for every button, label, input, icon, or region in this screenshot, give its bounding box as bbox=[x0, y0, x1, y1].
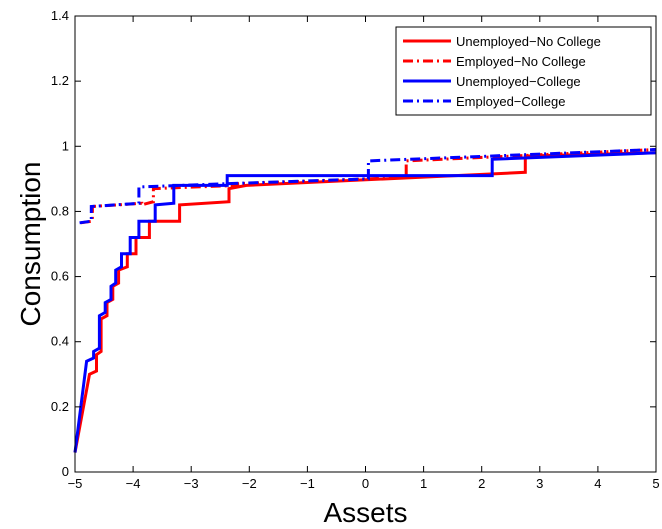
x-tick-label: 4 bbox=[594, 476, 601, 491]
y-tick-label: 1 bbox=[62, 138, 69, 153]
legend-label: Unemployed−College bbox=[456, 74, 581, 89]
x-tick-label: −3 bbox=[184, 476, 199, 491]
x-axis-label: Assets bbox=[323, 497, 407, 528]
series-layer bbox=[73, 148, 657, 453]
x-tick-label: 0 bbox=[362, 476, 369, 491]
x-tick-label: 2 bbox=[478, 476, 485, 491]
legend-label: Employed−College bbox=[456, 94, 565, 109]
legend-label: Employed−No College bbox=[456, 54, 586, 69]
x-tick-label: 3 bbox=[536, 476, 543, 491]
y-tick-label: 0 bbox=[62, 464, 69, 479]
y-tick-label: 0.8 bbox=[51, 203, 69, 218]
x-tick-label: 1 bbox=[420, 476, 427, 491]
y-tick-label: 0.2 bbox=[51, 399, 69, 414]
legend-label: Unemployed−No College bbox=[456, 34, 601, 49]
x-tick-label: −5 bbox=[68, 476, 83, 491]
x-tick-label: 5 bbox=[652, 476, 659, 491]
y-axis-label: Consumption bbox=[15, 162, 46, 327]
y-tick-label: 1.4 bbox=[51, 8, 69, 23]
series-line-1 bbox=[73, 151, 657, 453]
y-tick-label: 0.6 bbox=[51, 269, 69, 284]
tick-layer: −5 −4 −3 −2 −1 0 1 2 3 4 5 0 0.2 0.4 0.6 0.8 1 1.2 1.4 bbox=[51, 8, 660, 491]
x-tick-label: −1 bbox=[300, 476, 315, 491]
legend: Unemployed−No College Employed−No College… bbox=[395, 26, 652, 116]
y-tick-label: 1.2 bbox=[51, 73, 69, 88]
x-tick-label: −4 bbox=[126, 476, 141, 491]
y-tick-label: 0.4 bbox=[51, 334, 69, 349]
x-tick-label: −2 bbox=[242, 476, 257, 491]
